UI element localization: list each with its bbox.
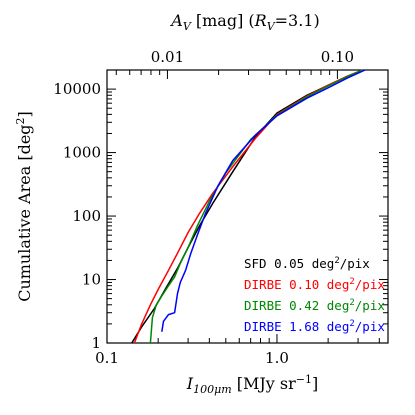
- plot-border: [106, 69, 389, 344]
- y-axis-title: Cumulative Area [deg2]: [14, 111, 34, 302]
- y-tick-label: 10: [82, 271, 101, 289]
- y-tick-label: 1000: [63, 144, 101, 162]
- top-tick-label: 0.10: [321, 48, 354, 66]
- ticks-layer: 0.1 1.0 1 10 100 1000 10000 0.01 0.10: [53, 48, 388, 367]
- legend: SFD 0.05 deg2/pix DIRBE 0.10 deg2/pix DIRB…: [244, 256, 385, 334]
- y-tick-label: 1: [91, 334, 101, 352]
- x-tick-label: 0.1: [95, 349, 119, 367]
- legend-entry-1: DIRBE 0.10 deg2/pix: [244, 277, 385, 292]
- top-axis-title: AV [mag] (RV=3.1): [169, 11, 319, 33]
- y-tick-label: 10000: [53, 80, 101, 98]
- legend-entry-0: SFD 0.05 deg2/pix: [244, 256, 370, 271]
- series-layer: [131, 69, 366, 344]
- series-line-2: [149, 69, 364, 344]
- y-tick-label: 100: [72, 207, 101, 225]
- legend-entry-3: DIRBE 1.68 deg2/pix: [244, 319, 385, 334]
- x-axis-title: I100μm [MJy sr−1]: [186, 373, 318, 396]
- legend-entry-2: DIRBE 0.42 deg2/pix: [244, 298, 385, 313]
- series-line-3: [161, 69, 366, 332]
- x-tick-label: 1.0: [265, 349, 289, 367]
- plot-frame: [106, 69, 389, 344]
- axis-titles: I100μm [MJy sr−1] Cumulative Area [deg2] A…: [14, 11, 320, 396]
- top-tick-label: 0.01: [151, 48, 184, 66]
